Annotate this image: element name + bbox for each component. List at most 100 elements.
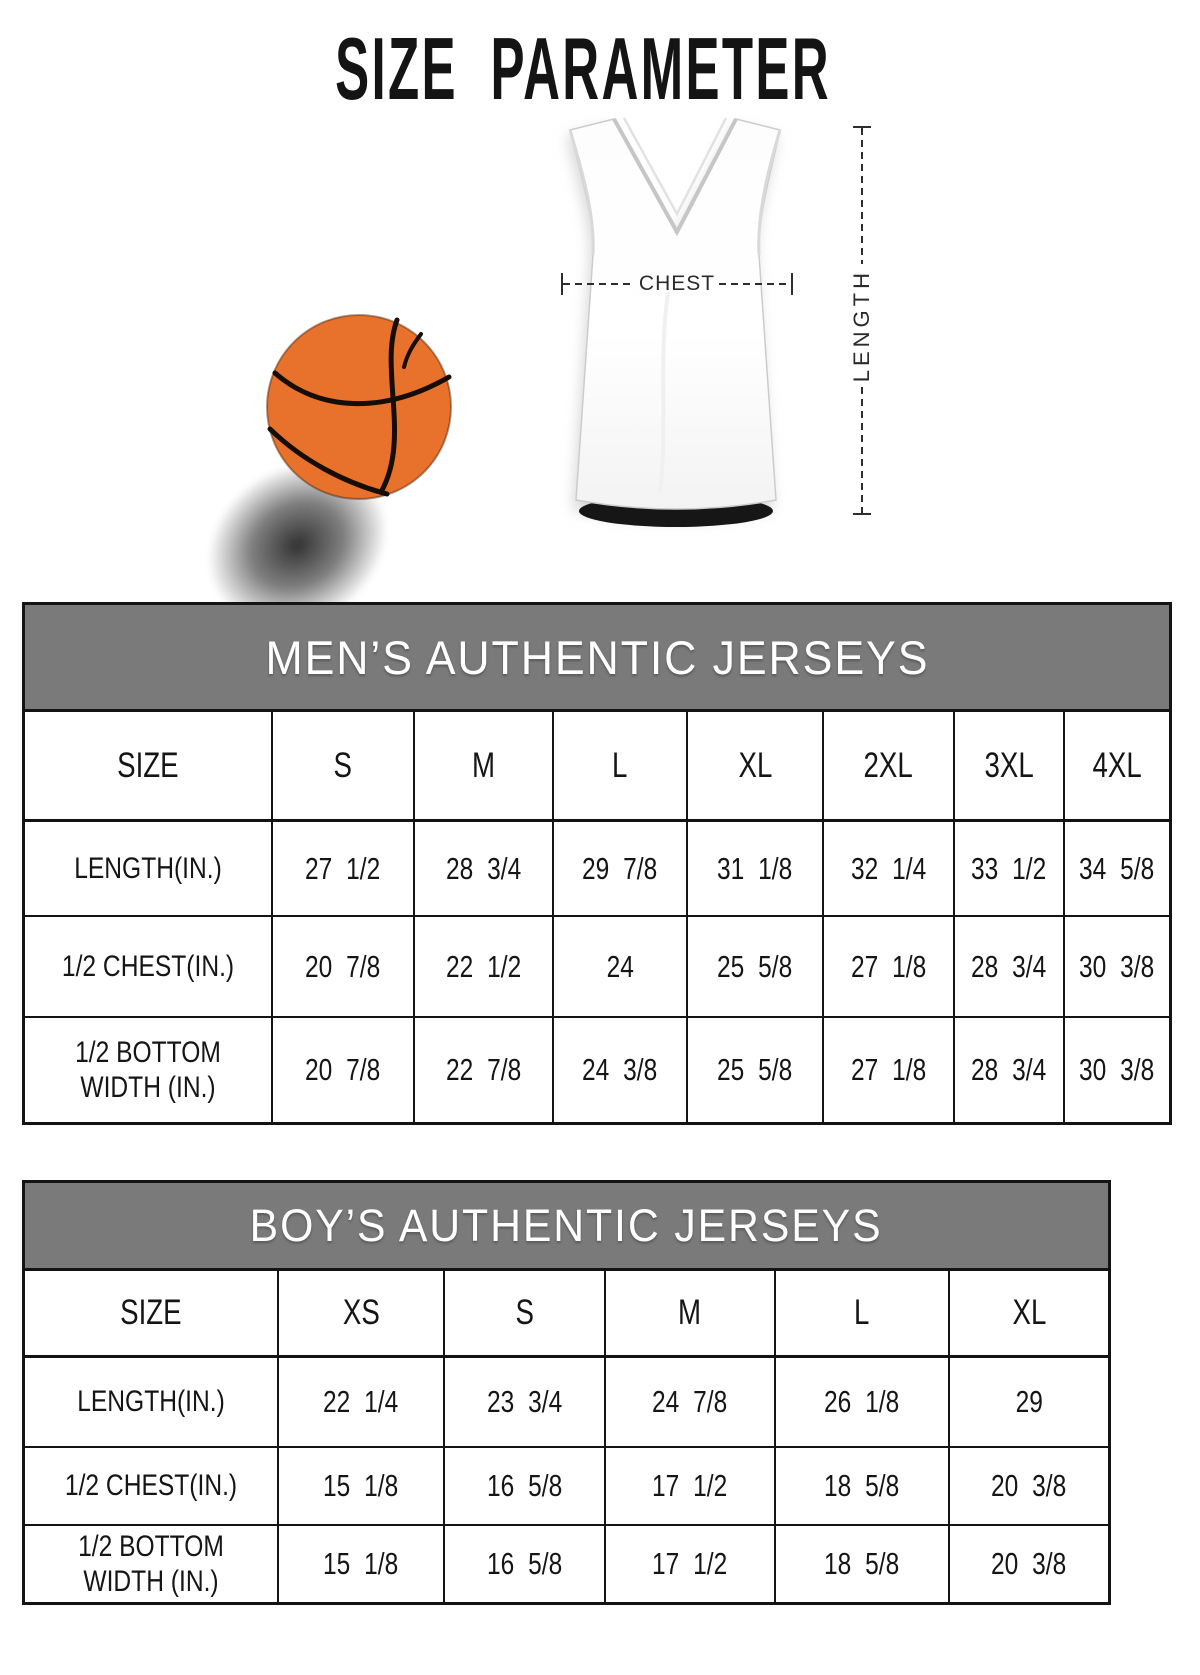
table-row: LENGTH(IN.) 27 1/2 28 3/4 29 7/8 31 1/8 32 1/… [25,822,1169,915]
column-header-cell-text: SIZE [117,745,179,785]
value-cell: 15 1/8 [277,1526,443,1602]
value-cell-text: 30 3/8 [1079,1052,1155,1087]
value-cell-text: 33 1/2 [971,850,1047,886]
column-header-cell-text: SIZE [120,1293,182,1332]
value-cell: 32 1/4 [822,822,953,915]
column-header-cell: L [774,1271,948,1355]
column-header-row: SIZE XS S M L XL [25,1271,1108,1358]
value-cell-text: 30 3/8 [1079,948,1155,984]
value-cell: 30 3/8 [1063,917,1169,1016]
value-cell: 27 1/8 [822,1018,953,1122]
column-header-cell-text: S [515,1293,534,1332]
column-header-cell: 4XL [1063,712,1169,819]
row-label-cell-text: 1/2 BOTTOM WIDTH (IN.) [75,1035,221,1104]
value-cell: 22 1/4 [277,1358,443,1446]
value-cell-text: 34 5/8 [1079,850,1155,886]
value-cell-text: 17 1/2 [652,1546,728,1581]
length-bottom-tick [853,513,871,516]
value-cell: 34 5/8 [1063,822,1169,915]
value-cell-text: 28 3/4 [971,948,1047,984]
value-cell: 29 [948,1358,1108,1446]
column-header-cell-text: 3XL [984,745,1034,785]
value-cell: 20 3/8 [948,1526,1108,1602]
value-cell: 33 1/2 [953,822,1063,915]
value-cell-text: 20 3/8 [991,1468,1067,1503]
value-cell: 20 7/8 [271,917,413,1016]
chest-left-tick [561,273,563,295]
mens-table-title-band: MEN’S AUTHENTIC JERSEYS [25,605,1169,712]
row-label-cell-text: 1/2 BOTTOM WIDTH (IN.) [78,1529,224,1598]
column-header-cell-text: XL [738,745,772,785]
value-cell: 24 7/8 [604,1358,774,1446]
row-label-cell-text: LENGTH(IN.) [74,851,222,885]
value-cell-text: 22 1/4 [323,1384,399,1419]
column-header-cell: XL [948,1271,1108,1355]
value-cell-text: 24 [606,948,634,984]
value-cell: 29 7/8 [552,822,686,915]
value-cell: 28 3/4 [413,822,552,915]
column-header-cell: XL [686,712,822,819]
row-label-cell: 1/2 BOTTOM WIDTH (IN.) [25,1018,271,1122]
row-label-cell: LENGTH(IN.) [25,1358,277,1446]
table-row: 1/2 BOTTOM WIDTH (IN.) 15 1/8 16 5/8 17 1/2… [25,1524,1108,1602]
size-diagram: CHEST LENGTH [0,100,1200,703]
value-cell-text: 29 7/8 [582,850,658,886]
row-label-cell: LENGTH(IN.) [25,822,271,915]
value-cell-text: 16 5/8 [486,1468,563,1503]
chest-label: CHEST [638,272,716,295]
table-row: LENGTH(IN.) 22 1/4 23 3/4 24 7/8 26 1/8 29 [25,1358,1108,1446]
value-cell: 25 5/8 [686,1018,822,1122]
value-cell: 25 5/8 [686,917,822,1016]
boys-table-title: BOY’S AUTHENTIC JERSEYS [250,1199,883,1251]
value-cell-text: 25 5/8 [717,948,793,984]
column-header-cell: XS [277,1271,443,1355]
value-cell-text: 27 1/8 [850,948,927,984]
value-cell-text: 20 3/8 [991,1546,1067,1581]
value-cell-text: 25 5/8 [717,1052,793,1087]
column-header-cell-text: M [678,1293,702,1332]
length-dimension-line: LENGTH [845,126,879,516]
value-cell: 22 1/2 [413,917,552,1016]
column-header-cell-text: 2XL [863,745,914,785]
boys-table-title-band: BOY’S AUTHENTIC JERSEYS [25,1183,1108,1271]
column-header-cell-text: XS [342,1293,380,1332]
value-cell: 16 5/8 [443,1448,604,1524]
row-label-cell-text: 1/2 CHEST(IN.) [64,1469,238,1503]
column-header-cell: 2XL [822,712,953,819]
basketball-icon [266,314,452,500]
page-title: SIZE PARAMETER [335,19,831,118]
column-header-cell-text: L [854,1293,870,1332]
value-cell-text: 18 5/8 [824,1468,900,1503]
column-header-cell: S [443,1271,604,1355]
value-cell: 23 3/4 [443,1358,604,1446]
value-cell-text: 24 7/8 [652,1384,728,1419]
jersey-icon [567,117,782,527]
column-header-cell-text: L [612,745,628,785]
value-cell: 27 1/8 [822,917,953,1016]
value-cell: 17 1/2 [604,1448,774,1524]
value-cell: 17 1/2 [604,1526,774,1602]
mens-table-body: SIZE S M L XL 2XL 3XL 4XL LENGTH(IN.) 27 1/2 28 3/… [25,712,1169,1122]
value-cell: 28 3/4 [953,917,1063,1016]
value-cell-text: 20 7/8 [305,948,381,984]
value-cell-text: 15 1/8 [323,1546,399,1581]
table-row: 1/2 BOTTOM WIDTH (IN.) 20 7/8 22 7/8 24 3/8… [25,1016,1169,1122]
value-cell: 30 3/8 [1063,1018,1169,1122]
column-header-cell: M [604,1271,774,1355]
chest-right-tick [791,273,793,295]
value-cell-text: 27 1/8 [850,1052,927,1087]
value-cell-text: 22 1/2 [445,948,522,984]
value-cell-text: 22 7/8 [445,1052,522,1087]
row-label-cell: 1/2 CHEST(IN.) [25,1448,277,1524]
row-label-cell-text: 1/2 CHEST(IN.) [61,949,235,983]
column-header-cell-text: M [471,745,496,785]
chest-dash-left [563,283,635,285]
value-cell-text: 32 1/4 [850,850,927,886]
value-cell: 15 1/8 [277,1448,443,1524]
table-row: 1/2 CHEST(IN.) 20 7/8 22 1/2 24 25 5/8 27 1/8… [25,915,1169,1016]
length-dash-top [861,128,863,264]
value-cell-text: 28 3/4 [971,1052,1047,1087]
mens-table-title: MEN’S AUTHENTIC JERSEYS [265,630,929,684]
value-cell-text: 16 5/8 [486,1546,563,1581]
